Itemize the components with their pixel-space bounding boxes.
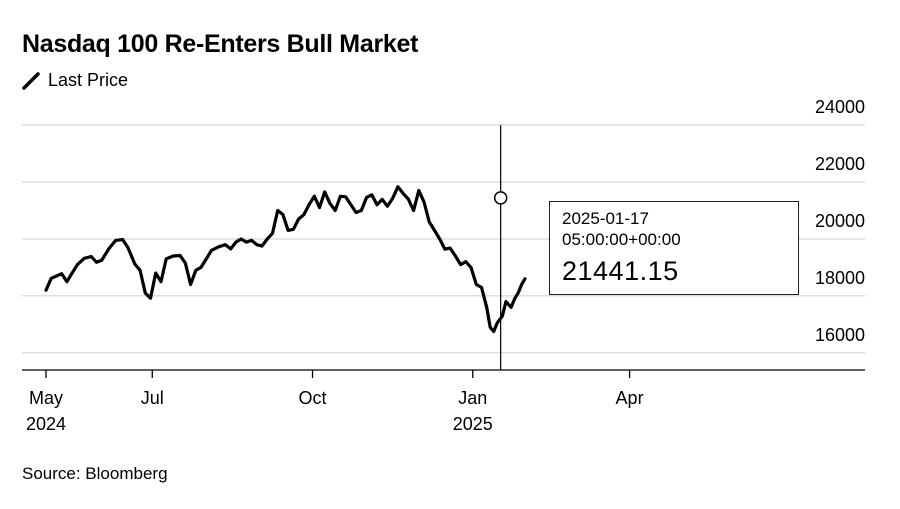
y-tick-label: 22000 bbox=[815, 154, 865, 174]
chart-title: Nasdaq 100 Re-Enters Bull Market bbox=[22, 30, 419, 58]
price-line bbox=[44, 185, 527, 334]
y-tick-label: 18000 bbox=[815, 268, 865, 288]
tooltip-time: 05:00:00+00:00 bbox=[562, 230, 681, 249]
y-tick-label: 16000 bbox=[815, 325, 865, 345]
x-tick-label: Oct bbox=[299, 388, 327, 408]
x-tick-label: May bbox=[29, 388, 63, 408]
legend: Last Price bbox=[22, 70, 128, 91]
legend-label: Last Price bbox=[48, 70, 129, 90]
line-legend-icon bbox=[22, 71, 40, 90]
x-tick-label: Apr bbox=[616, 388, 644, 408]
x-tick-year-label: 2025 bbox=[453, 414, 493, 434]
crosshair-marker bbox=[493, 191, 508, 205]
price-tooltip: 2025-01-17 05:00:00+00:00 21441.15 bbox=[549, 201, 799, 295]
tooltip-value: 21441.15 bbox=[562, 256, 679, 286]
x-tick-label: Jan bbox=[458, 388, 487, 408]
x-tick-year-label: 2024 bbox=[26, 414, 66, 434]
y-tick-label: 24000 bbox=[815, 97, 865, 117]
source-note: Source: Bloomberg bbox=[22, 464, 168, 483]
y-tick-label: 20000 bbox=[815, 211, 865, 231]
tooltip-date: 2025-01-17 bbox=[562, 209, 649, 228]
x-tick-label: Jul bbox=[141, 388, 164, 408]
